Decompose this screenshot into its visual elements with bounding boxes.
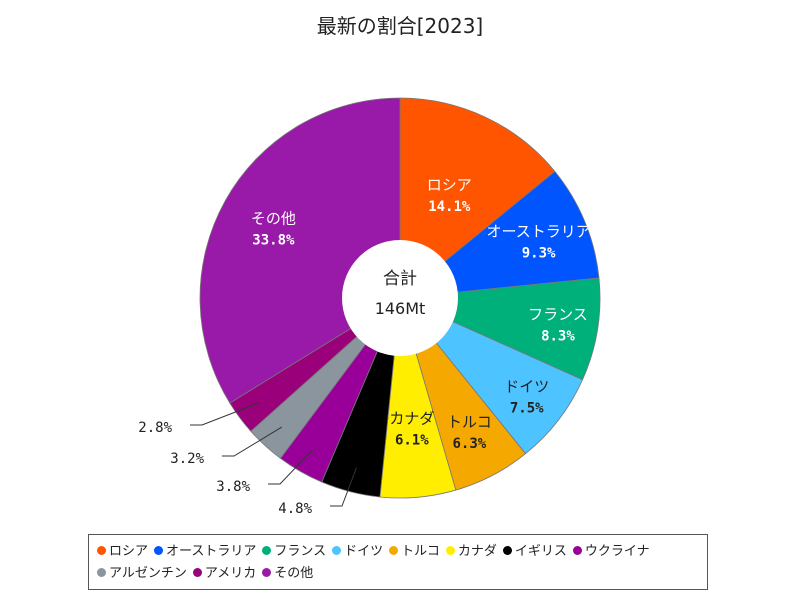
center-hole — [342, 240, 458, 356]
slice-value-label: 6.3% — [452, 436, 486, 452]
pie-slice-ロシア — [399, 97, 556, 299]
legend-item-ドイツ: ドイツ — [332, 541, 383, 563]
legend-marker — [262, 568, 272, 577]
legend-marker — [192, 568, 202, 577]
slice-value-label: 14.1% — [428, 199, 471, 215]
slice-value-label: 33.8% — [252, 232, 295, 248]
legend-marker — [445, 546, 455, 555]
legend-label: イギリス — [514, 544, 567, 559]
legend-marker — [332, 546, 342, 555]
chart-title: 最新の割合[2023] — [316, 14, 484, 38]
legend-item-トルコ: トルコ — [389, 541, 440, 563]
legend-label: アメリカ — [204, 566, 257, 581]
legend-item-アメリカ: アメリカ — [192, 563, 257, 585]
legend-item-イギリス: イギリス — [502, 541, 567, 563]
slice-value-label: 7.5% — [510, 401, 544, 417]
slice-value-label: 3.8% — [216, 479, 250, 495]
legend-marker — [502, 546, 512, 555]
slice-name-label: その他 — [251, 209, 296, 227]
slice-name-label: ドイツ — [504, 378, 549, 396]
legend-item-ウクライナ: ウクライナ — [572, 541, 650, 563]
slice-value-label: 8.3% — [541, 329, 575, 345]
legend-item-オーストラリア: オーストラリア — [154, 541, 256, 563]
legend-marker — [154, 546, 164, 555]
slice-name-label: カナダ — [389, 409, 434, 427]
slice-name-label: フランス — [528, 306, 588, 324]
legend-marker — [389, 546, 399, 555]
legend-label: その他 — [274, 566, 314, 581]
legend-marker — [97, 568, 106, 577]
legend-label: ロシア — [109, 544, 149, 559]
legend-item-ロシア: ロシア — [97, 541, 148, 563]
legend: ロシア オーストラリア フランス ドイツ トルコ カナダ イギリス ウクライナアルゼンチン アメ… — [88, 534, 708, 590]
legend-label: アルゼンチン — [109, 566, 187, 581]
legend-item-カナダ: カナダ — [445, 541, 497, 563]
pie-slice-オーストラリア — [398, 170, 600, 299]
center-total-value: 146Mt — [374, 299, 426, 318]
legend-label: ウクライナ — [584, 544, 650, 559]
legend-label: トルコ — [401, 544, 440, 559]
legend-label: オーストラリア — [166, 544, 257, 559]
slice-value-label: 4.8% — [278, 501, 312, 517]
legend-item-その他: その他 — [262, 563, 313, 585]
slice-name-label: トルコ — [447, 413, 492, 431]
slice-value-label: 9.3% — [522, 246, 556, 262]
slice-name-label: ロシア — [427, 176, 472, 194]
center-total-label: 合計 — [383, 269, 417, 289]
slice-value-label: 3.2% — [170, 451, 204, 467]
legend-label: カナダ — [457, 544, 497, 559]
legend-item-フランス: フランス — [262, 541, 326, 563]
slice-value-label: 2.8% — [138, 420, 172, 436]
legend-label: フランス — [274, 544, 327, 559]
legend-marker — [262, 546, 272, 555]
legend-label: ドイツ — [344, 544, 384, 559]
slice-value-label: 6.1% — [395, 432, 429, 448]
legend-marker — [572, 546, 582, 555]
leader-line — [222, 426, 283, 457]
leader-line — [190, 402, 260, 426]
leader-line — [330, 467, 357, 507]
legend-marker — [97, 546, 106, 555]
center-label: 合計 146Mt — [342, 258, 458, 318]
slice-name-label: オーストラリア — [486, 223, 590, 241]
leader-line — [268, 449, 314, 485]
legend-item-アルゼンチン: アルゼンチン — [97, 563, 187, 585]
